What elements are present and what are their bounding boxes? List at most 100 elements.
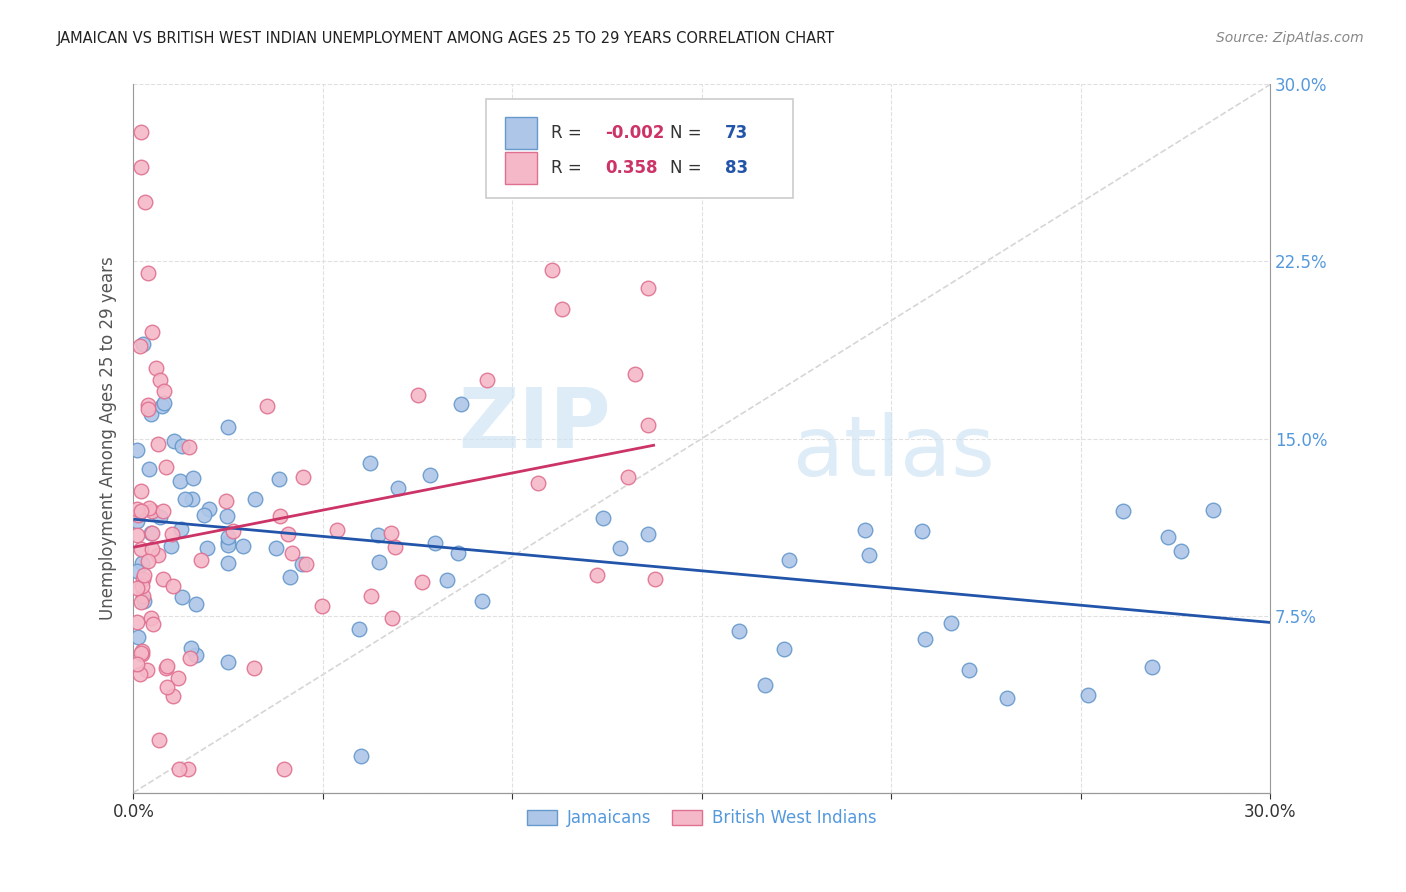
Point <box>186 597 208 611</box>
Point <box>914 632 936 646</box>
Point <box>162 579 184 593</box>
Point <box>127 501 149 516</box>
Point <box>163 434 186 449</box>
Point <box>152 572 174 586</box>
Point <box>131 644 153 658</box>
Point <box>170 591 193 605</box>
Point <box>997 691 1019 706</box>
Point <box>278 570 301 584</box>
Point <box>152 384 174 399</box>
Point <box>778 553 800 567</box>
Point <box>177 440 200 454</box>
Point <box>1140 659 1163 673</box>
Point <box>264 541 287 555</box>
Point <box>149 510 172 524</box>
Point <box>540 262 562 277</box>
Point <box>273 762 295 776</box>
Point <box>1112 504 1135 518</box>
Text: Source: ZipAtlas.com: Source: ZipAtlas.com <box>1216 31 1364 45</box>
Point <box>526 475 548 490</box>
Point <box>728 624 751 638</box>
Point <box>384 541 406 555</box>
Point <box>129 646 152 660</box>
Point <box>423 535 446 549</box>
Point <box>294 557 316 571</box>
Point <box>160 527 183 541</box>
Point <box>141 617 163 632</box>
Text: -0.002: -0.002 <box>605 124 665 142</box>
Point <box>127 615 149 629</box>
Point <box>326 523 349 537</box>
Point <box>136 553 159 567</box>
Point <box>957 663 980 677</box>
Point <box>155 680 177 694</box>
Point <box>1202 503 1225 517</box>
Point <box>471 593 494 607</box>
Point <box>127 528 149 542</box>
Point <box>217 556 239 570</box>
Point <box>1157 530 1180 544</box>
Point <box>609 541 631 556</box>
Point <box>232 539 254 553</box>
Point <box>129 483 152 498</box>
Point <box>139 611 162 625</box>
Point <box>129 542 152 557</box>
Point <box>129 125 152 139</box>
Point <box>150 399 173 413</box>
Point <box>436 574 458 588</box>
Point <box>139 408 162 422</box>
Point <box>152 504 174 518</box>
Legend: Jamaicans, British West Indians: Jamaicans, British West Indians <box>520 803 883 834</box>
Point <box>136 402 159 417</box>
Point <box>585 567 607 582</box>
Point <box>644 572 666 586</box>
Point <box>190 553 212 567</box>
Point <box>359 456 381 470</box>
Point <box>179 651 201 665</box>
FancyBboxPatch shape <box>486 99 793 198</box>
Point <box>127 514 149 528</box>
Text: JAMAICAN VS BRITISH WEST INDIAN UNEMPLOYMENT AMONG AGES 25 TO 29 YEARS CORRELATI: JAMAICAN VS BRITISH WEST INDIAN UNEMPLOY… <box>56 31 834 46</box>
Point <box>406 387 429 401</box>
Text: atlas: atlas <box>793 412 994 493</box>
Point <box>169 475 191 489</box>
Point <box>217 530 239 544</box>
Point <box>129 339 152 353</box>
Point <box>132 572 155 586</box>
Point <box>195 541 218 555</box>
Point <box>138 500 160 515</box>
Point <box>184 648 207 662</box>
Point <box>245 492 267 507</box>
Point <box>350 748 373 763</box>
Point <box>180 640 202 655</box>
Point <box>193 508 215 522</box>
Point <box>129 666 152 681</box>
Point <box>127 564 149 578</box>
Point <box>1077 688 1099 702</box>
Point <box>381 611 404 625</box>
Point <box>617 470 640 484</box>
Point <box>215 493 238 508</box>
Point <box>167 762 190 776</box>
Point <box>131 589 153 603</box>
Point <box>129 504 152 518</box>
Point <box>173 492 195 507</box>
Point <box>411 575 433 590</box>
Point <box>141 526 163 541</box>
Point <box>141 526 163 541</box>
Point <box>380 526 402 541</box>
Point <box>131 647 153 661</box>
Point <box>167 672 190 686</box>
Point <box>132 593 155 607</box>
Point <box>347 622 370 636</box>
Point <box>156 659 179 673</box>
Y-axis label: Unemployment Among Ages 25 to 29 years: Unemployment Among Ages 25 to 29 years <box>100 257 117 621</box>
Point <box>910 524 932 539</box>
Point <box>1170 544 1192 558</box>
Point <box>256 399 278 413</box>
Point <box>180 491 202 506</box>
Point <box>136 663 159 677</box>
Point <box>419 468 441 483</box>
Point <box>153 396 176 410</box>
Point <box>149 372 172 386</box>
